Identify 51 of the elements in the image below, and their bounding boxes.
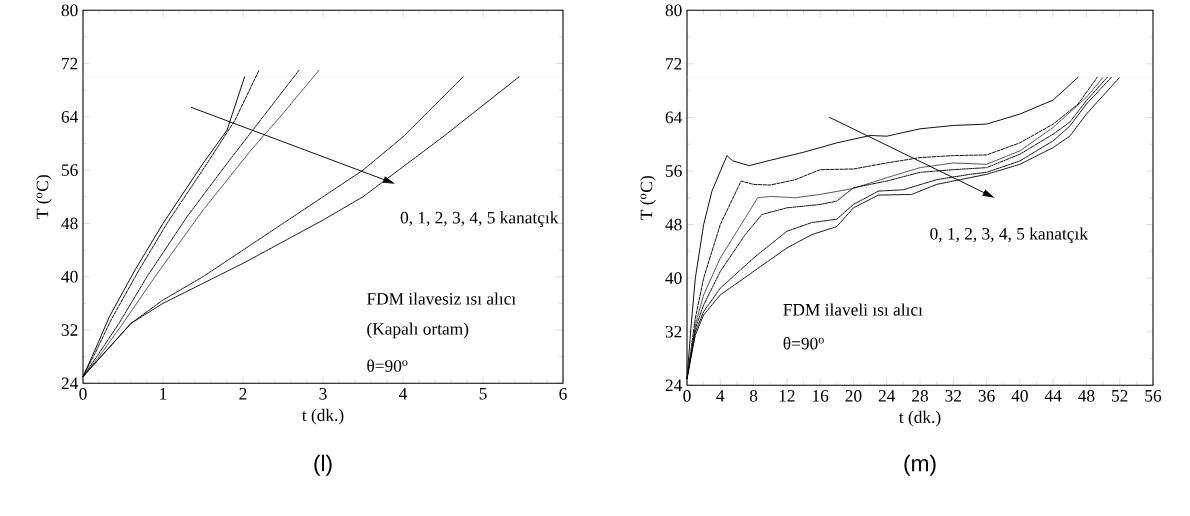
x-tick-label: 28 xyxy=(912,389,929,402)
x-tick-label: 1 xyxy=(160,387,167,400)
annotation: 0, 1, 2, 3, 4, 5 kanatçık xyxy=(930,227,1088,243)
annotation: FDM ilavesiz ısı alıcı xyxy=(366,292,516,305)
annotation: θ=90$^{o}$ xyxy=(367,359,408,372)
y-tick-label: 40 xyxy=(665,272,682,284)
x-tick-label: 3 xyxy=(319,387,327,400)
x-tick-label: 12 xyxy=(779,389,795,402)
annotation: θ=90$^{o}$ xyxy=(783,336,824,350)
x-tick-label: 56 xyxy=(1145,389,1162,402)
y-tick-label: 40 xyxy=(61,270,78,283)
x-tick-label: 24 xyxy=(878,389,896,402)
x-tick-label: 40 xyxy=(1011,389,1028,402)
x-axis-title: t (dk.) xyxy=(301,408,344,425)
y-axis-title: T ($^{o}$C) xyxy=(640,176,656,220)
y-tick-label: 64 xyxy=(665,111,683,124)
text: (l) xyxy=(314,454,332,476)
x-tick-label: 6 xyxy=(559,387,567,400)
x-tick-label: 2 xyxy=(239,387,247,400)
y-tick-label: 64 xyxy=(61,110,79,123)
y-axis-title: T ($^{o}$C) xyxy=(36,175,52,219)
y-tick-label: 24 xyxy=(665,379,683,391)
annotation: (Kapalı ortam) xyxy=(367,322,469,339)
x-tick-label: 16 xyxy=(813,389,829,402)
text: (m) xyxy=(904,454,936,476)
x-tick-label: 0 xyxy=(79,387,87,400)
x-tick-label: 0 xyxy=(683,389,691,402)
x-tick-label: 32 xyxy=(945,389,961,402)
x-tick-label: 44 xyxy=(1044,389,1062,402)
y-tick-label: 48 xyxy=(665,218,682,231)
x-tick-label: 4 xyxy=(716,389,725,402)
annotation: FDM ilaveli ısı alıcı xyxy=(783,303,923,316)
y-tick-label: 56 xyxy=(61,164,78,176)
y-tick-label: 32 xyxy=(61,324,78,336)
x-tick-label: 4 xyxy=(399,387,408,400)
x-axis-title: t (dk.) xyxy=(898,410,941,427)
x-tick-label: 36 xyxy=(978,389,995,402)
y-tick-label: 48 xyxy=(61,217,78,230)
y-tick-label: 24 xyxy=(61,377,79,389)
y-tick-label: 72 xyxy=(62,57,78,70)
y-tick-label: 72 xyxy=(666,57,682,70)
x-tick-label: 52 xyxy=(1112,389,1128,402)
x-tick-label: 5 xyxy=(479,387,487,400)
y-tick-label: 32 xyxy=(665,325,682,338)
x-tick-label: 48 xyxy=(1078,389,1095,402)
y-tick-label: 80 xyxy=(665,4,682,16)
x-tick-label: 20 xyxy=(845,389,862,402)
y-tick-label: 80 xyxy=(61,4,78,16)
y-tick-label: 56 xyxy=(665,165,682,177)
x-tick-label: 8 xyxy=(749,389,758,402)
annotation: 0, 1, 2, 3, 4, 5 kanatçık xyxy=(400,211,559,227)
